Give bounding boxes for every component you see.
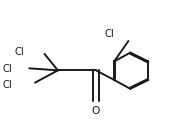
- Text: Cl: Cl: [3, 64, 12, 74]
- Text: Cl: Cl: [14, 47, 24, 57]
- Text: Cl: Cl: [105, 29, 114, 39]
- Text: O: O: [92, 106, 100, 116]
- Text: Cl: Cl: [3, 80, 12, 90]
